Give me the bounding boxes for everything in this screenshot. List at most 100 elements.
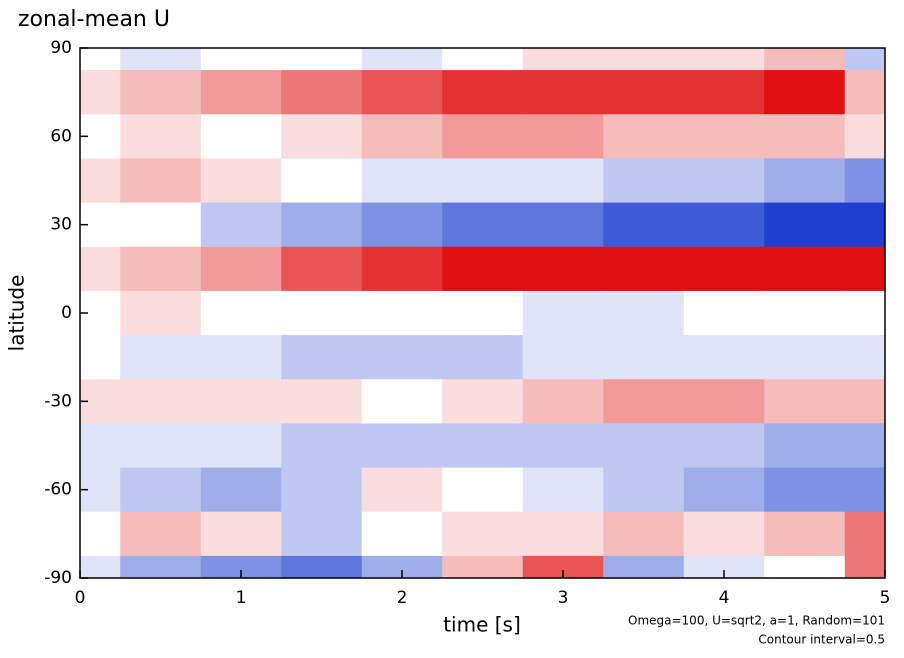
heatmap-cell xyxy=(200,335,282,380)
heatmap xyxy=(80,48,885,578)
heatmap-cell xyxy=(844,202,885,248)
heatmap-cell xyxy=(442,48,524,71)
heatmap-cell xyxy=(281,290,363,336)
heatmap-cell xyxy=(442,246,524,292)
heatmap-cell xyxy=(200,379,282,424)
heatmap-cell xyxy=(80,335,121,380)
heatmap-cell xyxy=(120,290,202,336)
heatmap-cell xyxy=(764,467,846,513)
heatmap-cell xyxy=(200,511,282,557)
heatmap-cell xyxy=(361,555,443,578)
heatmap-cell xyxy=(80,48,121,71)
heatmap-cell xyxy=(442,202,524,248)
annotation: Omega=100, U=sqrt2, a=1, Random=101 xyxy=(628,614,885,628)
heatmap-cell xyxy=(200,555,282,578)
heatmap-cell xyxy=(764,114,846,159)
heatmap-cell xyxy=(683,379,765,424)
heatmap-cell xyxy=(844,114,885,159)
heatmap-cell xyxy=(281,423,363,469)
heatmap-cell xyxy=(683,246,765,292)
heatmap-cell xyxy=(764,290,846,336)
y-tick-label: -30 xyxy=(44,391,72,411)
heatmap-cell xyxy=(683,290,765,336)
heatmap-cell xyxy=(281,555,363,578)
heatmap-cell xyxy=(200,114,282,159)
heatmap-cell xyxy=(683,467,765,513)
heatmap-cell xyxy=(603,290,685,336)
heatmap-cell xyxy=(603,114,685,159)
x-tick-label: 0 xyxy=(75,588,86,608)
heatmap-cell xyxy=(442,70,524,115)
x-tick-label: 3 xyxy=(558,588,569,608)
heatmap-cell xyxy=(281,158,363,204)
heatmap-cell xyxy=(764,335,846,380)
heatmap-cell xyxy=(120,246,202,292)
heatmap-cell xyxy=(361,158,443,204)
heatmap-cell xyxy=(522,202,604,248)
heatmap-cell xyxy=(442,114,524,159)
heatmap-cell xyxy=(281,48,363,71)
y-tick-label: 60 xyxy=(50,126,72,146)
heatmap-cell xyxy=(764,246,846,292)
heatmap-cell xyxy=(120,423,202,469)
heatmap-cell xyxy=(522,48,604,71)
heatmap-cell xyxy=(603,48,685,71)
heatmap-cell xyxy=(683,70,765,115)
y-tick-label: -90 xyxy=(44,568,72,588)
y-axis-label: latitude xyxy=(5,275,29,352)
heatmap-cell xyxy=(522,114,604,159)
y-tick-label: 90 xyxy=(50,38,72,58)
heatmap-cell xyxy=(522,379,604,424)
heatmap-cell xyxy=(80,511,121,557)
heatmap-cell xyxy=(120,555,202,578)
heatmap-cell xyxy=(281,246,363,292)
heatmap-cell xyxy=(522,70,604,115)
heatmap-cell xyxy=(603,335,685,380)
x-tick-label: 5 xyxy=(880,588,891,608)
heatmap-cell xyxy=(844,423,885,469)
heatmap-cell xyxy=(80,70,121,115)
heatmap-cell xyxy=(442,423,524,469)
heatmap-cell xyxy=(442,511,524,557)
heatmap-cell xyxy=(442,290,524,336)
heatmap-cell xyxy=(764,202,846,248)
heatmap-cell xyxy=(522,511,604,557)
heatmap-cell xyxy=(120,48,202,71)
heatmap-cell xyxy=(442,467,524,513)
heatmap-cell xyxy=(361,70,443,115)
x-axis-label: time [s] xyxy=(443,613,521,637)
heatmap-cell xyxy=(683,511,765,557)
heatmap-cell xyxy=(80,158,121,204)
heatmap-cell xyxy=(120,511,202,557)
heatmap-cell xyxy=(844,379,885,424)
heatmap-cell xyxy=(683,423,765,469)
heatmap-cell xyxy=(200,467,282,513)
heatmap-cell xyxy=(844,555,885,578)
heatmap-cell xyxy=(603,379,685,424)
heatmap-cell xyxy=(844,48,885,71)
heatmap-cell xyxy=(844,511,885,557)
heatmap-cell xyxy=(361,467,443,513)
heatmap-cell xyxy=(522,555,604,578)
x-tick-label: 4 xyxy=(719,588,730,608)
heatmap-cell xyxy=(844,246,885,292)
heatmap-cell xyxy=(522,290,604,336)
heatmap-cell xyxy=(361,246,443,292)
heatmap-cell xyxy=(764,158,846,204)
heatmap-cell xyxy=(603,467,685,513)
heatmap-cell xyxy=(522,423,604,469)
heatmap-cell xyxy=(764,379,846,424)
heatmap-cell xyxy=(442,555,524,578)
heatmap-cell xyxy=(683,48,765,71)
heatmap-cell xyxy=(200,202,282,248)
heatmap-cell xyxy=(844,290,885,336)
heatmap-cell xyxy=(200,70,282,115)
heatmap-cell xyxy=(120,335,202,380)
heatmap-cell xyxy=(120,70,202,115)
heatmap-cell xyxy=(522,335,604,380)
heatmap-cell xyxy=(764,70,846,115)
heatmap-cell xyxy=(200,48,282,71)
heatmap-cell xyxy=(120,467,202,513)
heatmap-cell xyxy=(442,335,524,380)
